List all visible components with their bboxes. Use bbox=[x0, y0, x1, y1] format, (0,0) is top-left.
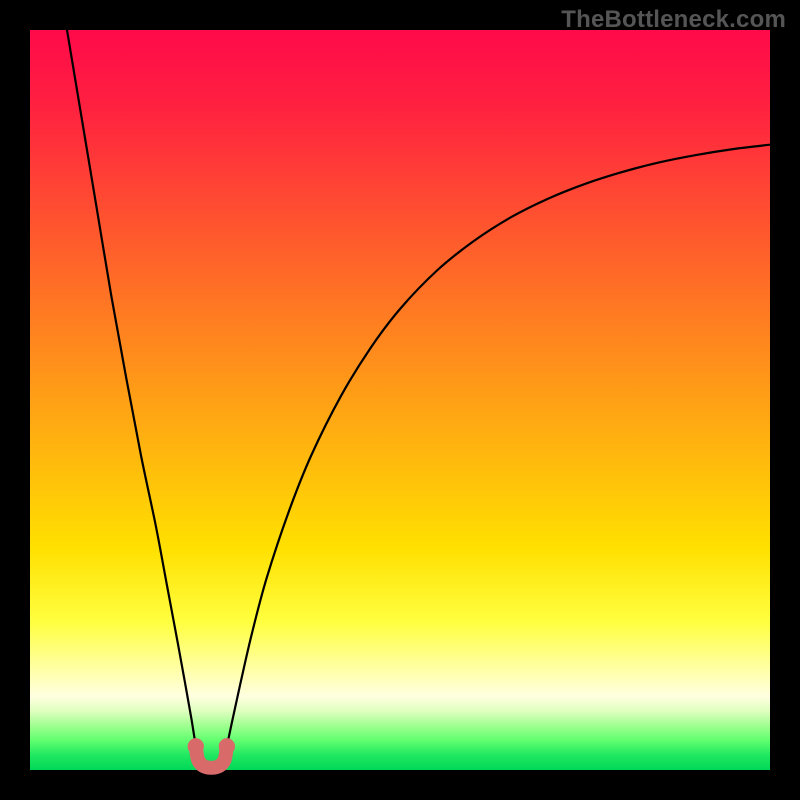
chart-svg bbox=[0, 0, 800, 800]
plot-background bbox=[30, 30, 770, 770]
watermark-text: TheBottleneck.com bbox=[561, 6, 786, 34]
valley-dot-right bbox=[219, 738, 235, 754]
chart-root: TheBottleneck.com bbox=[0, 0, 800, 800]
valley-dot-left bbox=[188, 738, 204, 754]
